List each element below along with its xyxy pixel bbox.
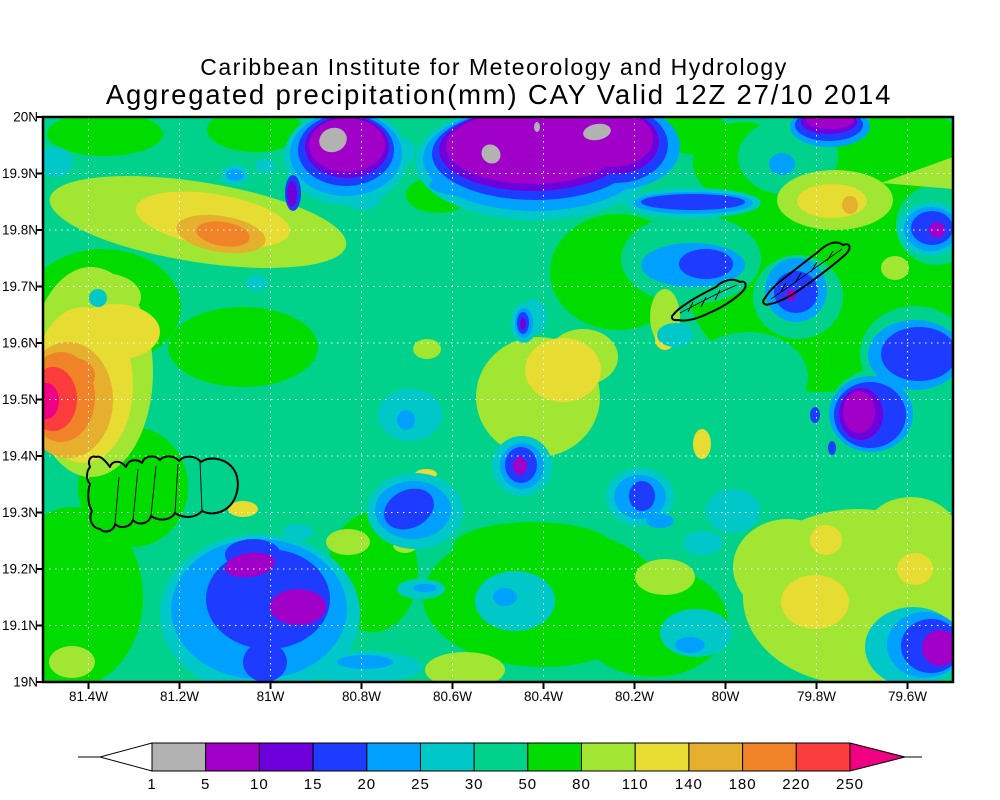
colorbar-label: 80 [572, 776, 591, 793]
colorbar-cell [473, 742, 529, 772]
colorbar-under-arrow [98, 742, 153, 772]
lon-label: 81.2W [160, 689, 199, 704]
colorbar-cell [420, 742, 475, 772]
lon-axis-labels: 81.4W 81.2W 81W 80.8W 80.6W 80.4W 80.2W … [69, 689, 927, 704]
colorbar-label: 220 [782, 776, 810, 793]
little-cayman-outline [670, 278, 747, 322]
lat-label: 19.6N [2, 336, 38, 351]
lat-label: 19.3N [2, 505, 38, 520]
grand-cayman-district-lines [114, 460, 203, 525]
lon-label: 80.6W [433, 689, 472, 704]
colorbar-cell [688, 742, 744, 772]
colorbar-cell [742, 742, 797, 772]
colorbar-label: 110 [622, 776, 649, 793]
colorbar-label: 25 [411, 776, 430, 793]
cayman-brac-outline [762, 241, 851, 306]
lat-axis-labels: 20N 19.9N 19.8N 19.7N 19.6N 19.5N 19.4N … [2, 110, 38, 690]
lat-label: 20N [13, 110, 38, 125]
lon-label: 80W [712, 689, 740, 704]
lon-label: 81.4W [69, 689, 108, 704]
west-edge-max-over-250mm [43, 383, 59, 419]
colorbar-cell [151, 742, 207, 772]
colorbar-label: 15 [304, 776, 323, 793]
colorbar-label: 250 [836, 776, 864, 793]
lon-label: 80.4W [524, 689, 563, 704]
institute-title: Caribbean Institute for Meteorology and … [200, 54, 787, 80]
magenta-5-10mm-patches [225, 117, 953, 666]
colorbar-cell [312, 742, 368, 772]
colorbar: 1 5 10 15 20 25 30 50 80 110 140 180 220… [78, 742, 922, 793]
map-area [36, 115, 955, 689]
colorbar-label: 50 [518, 776, 537, 793]
colorbar-over-arrow [849, 742, 906, 772]
lat-label: 19.1N [2, 618, 38, 633]
colorbar-label: 10 [250, 776, 269, 793]
colorbar-cell [205, 742, 260, 772]
lat-label: 19.7N [2, 279, 38, 294]
colorbar-labels: 1 5 10 15 20 25 30 50 80 110 140 180 220… [147, 776, 864, 793]
lon-label: 80.8W [342, 689, 381, 704]
lon-label: 81W [257, 689, 285, 704]
lat-label: 19.5N [2, 392, 38, 407]
colorbar-label: 180 [729, 776, 757, 793]
lat-label: 19.4N [2, 449, 38, 464]
plot-title: Aggregated precipitation(mm) CAY Valid 1… [106, 79, 892, 110]
lat-label: 19.8N [2, 223, 38, 238]
latlon-gridlines [43, 117, 953, 682]
lat-label: 19.2N [2, 562, 38, 577]
heavy-rain-maxima [43, 196, 858, 458]
colorbar-label: 5 [201, 776, 210, 793]
colorbar-cell [527, 742, 582, 772]
lon-label: 79.8W [797, 689, 836, 704]
colorbar-cell [366, 742, 421, 772]
lon-label: 79.6W [888, 689, 927, 704]
colorbar-cell [795, 742, 851, 772]
colorbar-cell [634, 742, 690, 772]
precip-shading [43, 117, 953, 682]
little-cayman-detail-lines [679, 284, 738, 314]
lat-label: 19N [13, 675, 38, 690]
gray-under-5mm-cores [319, 122, 611, 164]
colorbar-label: 20 [357, 776, 376, 793]
colorbar-label: 30 [465, 776, 484, 793]
axis-ticks [36, 116, 909, 689]
lat-label: 19.9N [2, 166, 38, 181]
lon-label: 80.2W [615, 689, 654, 704]
island-outlines [86, 241, 851, 533]
colorbar-label: 140 [675, 776, 703, 793]
cayman-brac-detail-lines [770, 248, 843, 300]
colorbar-cell [581, 742, 636, 772]
colorbar-label: 1 [147, 776, 156, 793]
colorbar-cell [258, 742, 314, 772]
northwest-local-max [196, 221, 250, 247]
